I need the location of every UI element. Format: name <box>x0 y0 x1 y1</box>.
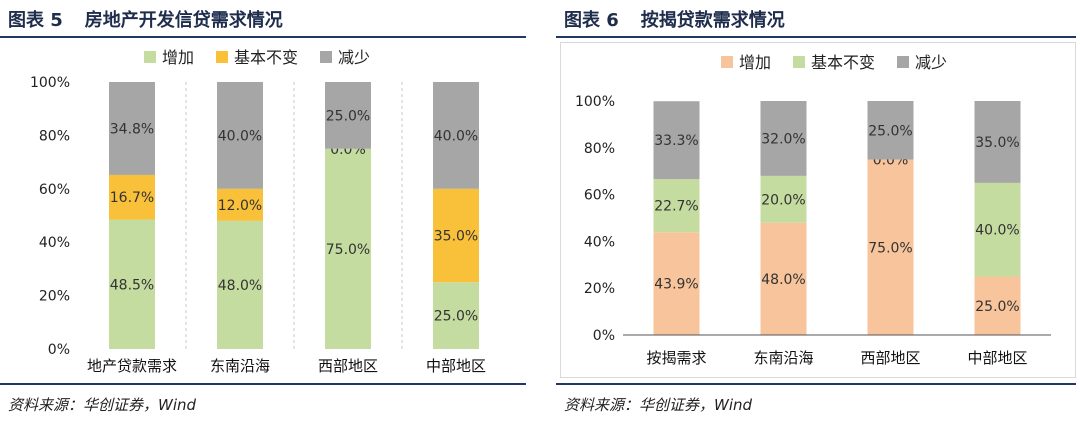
data-label: 34.8% <box>110 121 154 137</box>
figure-title: 房地产开发信贷需求情况 <box>84 10 283 31</box>
figure-title: 按揭贷款需求情况 <box>640 10 785 31</box>
chart-panel-mortgage-development: 图表 5 房地产开发信贷需求情况 增加 基本不变 减少 0% 20% 40% 60% 80% 10… <box>0 0 530 427</box>
y-tick-label: 20% <box>584 281 615 297</box>
bar-segment <box>325 82 371 149</box>
x-category-label: 按揭需求 <box>646 349 706 367</box>
y-tick-label: 100% <box>30 75 70 91</box>
bar-segment <box>433 282 479 349</box>
bar-segment <box>974 101 1021 183</box>
x-category-label: 中部地区 <box>426 357 486 375</box>
y-tick-label: 80% <box>39 128 70 144</box>
bar-segment <box>109 219 155 349</box>
source-note: 资料来源：华创证券，Wind <box>8 396 197 414</box>
data-label: 43.9% <box>654 277 698 293</box>
bar-segment <box>653 179 700 233</box>
data-label: 25.0% <box>868 123 912 139</box>
bar-segment <box>760 101 807 176</box>
source-divider <box>556 383 1076 385</box>
y-tick-label: 40% <box>584 234 615 250</box>
x-category-label: 东南沿海 <box>753 349 813 367</box>
data-label: 22.7% <box>654 199 698 215</box>
data-label: 40.0% <box>975 223 1019 239</box>
data-label: 25.0% <box>975 299 1019 315</box>
chart-area: 增加 基本不变 减少 0% 20% 40% 60% 80% 100% 48.5% 16.7% 34.8… <box>8 42 524 378</box>
legend-swatch-1 <box>793 56 805 68</box>
data-label: 48.0% <box>218 278 262 294</box>
bar-segment <box>109 174 155 220</box>
data-label: 35.0% <box>434 229 478 245</box>
y-tick-label: 60% <box>39 182 70 198</box>
stacked-bar-chart: 增加 基本不变 减少 0% 20% 40% 60% 80% 100% 48.5% 16.7% 34.8… <box>30 48 486 375</box>
source-note: 资料来源：华创证券，Wind <box>564 396 753 414</box>
data-label: 33.3% <box>654 133 698 149</box>
bar-segment <box>760 222 807 335</box>
legend-label-0: 增加 <box>739 53 771 72</box>
bar-segment <box>653 101 700 180</box>
legend-swatch-0 <box>144 51 156 63</box>
bar-segment <box>433 188 479 283</box>
y-tick-label: 100% <box>575 94 615 110</box>
panel-title: 图表 6 按揭贷款需求情况 <box>564 6 785 32</box>
y-tick-label: 40% <box>39 235 70 251</box>
figure-number: 图表 5 <box>8 10 63 31</box>
x-category-label: 地产贷款需求 <box>87 357 177 375</box>
data-label: 48.0% <box>761 272 805 288</box>
bar-segment <box>867 101 914 160</box>
data-label: 40.0% <box>434 128 478 144</box>
bar-segment <box>325 148 371 349</box>
bar-segment <box>974 276 1021 335</box>
bar-segment <box>867 159 914 335</box>
legend-swatch-2 <box>897 56 909 68</box>
y-tick-label: 60% <box>584 188 615 204</box>
legend-label-2: 减少 <box>915 53 947 72</box>
data-label: 25.0% <box>326 108 370 124</box>
data-label: 48.5% <box>110 277 154 293</box>
y-tick-label: 0% <box>48 342 70 358</box>
bar-segment <box>109 82 155 175</box>
x-category-label: 东南沿海 <box>210 357 270 375</box>
panel-title: 图表 5 房地产开发信贷需求情况 <box>8 6 283 32</box>
title-divider <box>556 36 1076 38</box>
stacked-bar-chart: 增加 基本不变 减少 0% 20% 40% 60% 80% 100% 43.9% 22.7% 33.3… <box>575 53 1051 367</box>
figure-number: 图表 6 <box>564 10 619 31</box>
x-category-label: 中部地区 <box>967 349 1027 367</box>
data-label: 35.0% <box>975 135 1019 151</box>
x-category-label: 西部地区 <box>860 349 920 367</box>
y-tick-label: 80% <box>584 141 615 157</box>
data-label: 25.0% <box>434 309 478 325</box>
data-label: 20.0% <box>761 192 805 208</box>
x-category-label: 西部地区 <box>318 357 378 375</box>
title-divider <box>0 36 526 38</box>
bar-segment <box>653 232 700 335</box>
source-divider <box>0 383 526 385</box>
bar-segment <box>217 220 263 349</box>
bar-segment <box>217 188 263 221</box>
chart-panel-mortgage-loan: 图表 6 按揭贷款需求情况 增加 基本不变 减少 0% 20% 40% 60% 80% 100% 4… <box>556 0 1080 427</box>
bar-segment <box>217 82 263 189</box>
data-label: 16.7% <box>110 190 154 206</box>
data-label: 40.0% <box>218 128 262 144</box>
y-tick-label: 0% <box>593 328 615 344</box>
bar-segment <box>760 175 807 223</box>
legend-swatch-1 <box>216 51 228 63</box>
bar-segment <box>433 82 479 189</box>
data-label: 75.0% <box>868 240 912 256</box>
data-label: 32.0% <box>761 131 805 147</box>
y-tick-label: 20% <box>39 289 70 305</box>
data-label: 75.0% <box>326 242 370 258</box>
legend-label-1: 基本不变 <box>234 48 298 67</box>
chart-area: 增加 基本不变 减少 0% 20% 40% 60% 80% 100% 43.9% 22.7% 33.3… <box>560 42 1076 378</box>
legend-swatch-2 <box>320 51 332 63</box>
data-label: 12.0% <box>218 198 262 214</box>
legend-label-2: 减少 <box>338 48 370 67</box>
legend-label-1: 基本不变 <box>811 53 875 72</box>
legend-swatch-0 <box>721 56 733 68</box>
bar-segment <box>974 182 1021 277</box>
legend-label-0: 增加 <box>162 48 194 67</box>
